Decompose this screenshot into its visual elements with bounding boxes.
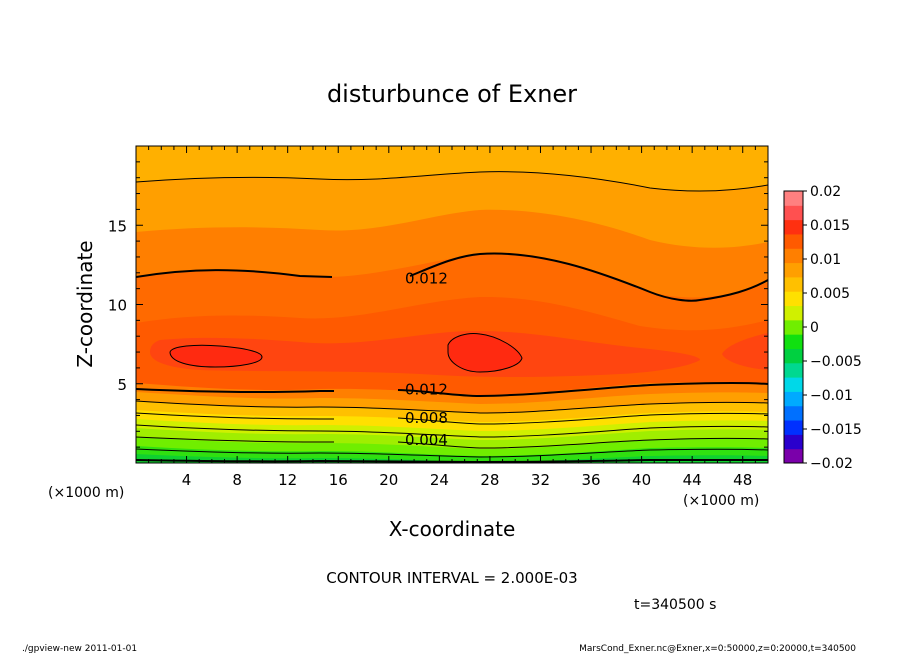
colorbar-swatch — [784, 405, 803, 421]
colorbar-tick-label: −0.015 — [810, 422, 862, 438]
contour-0.002-line — [136, 448, 768, 458]
y-axis: 5 10 15 — [108, 161, 768, 448]
contour-0.011-line — [136, 400, 768, 414]
colorbar-swatch — [784, 191, 803, 206]
chart-title: disturbunce of Exner — [327, 80, 577, 108]
colorbar-swatch — [784, 434, 803, 450]
x-tick-label: 20 — [379, 471, 398, 489]
colorbar-swatch — [784, 420, 803, 435]
x-unit-label: (×1000 m) — [683, 493, 759, 509]
max-left — [170, 345, 262, 367]
contour-0.006-line — [136, 424, 768, 438]
contour-label: 0.008 — [405, 409, 448, 427]
y-tick-label: 5 — [117, 376, 127, 394]
contour-0.000-line — [136, 458, 768, 463]
colorbar-swatch — [784, 291, 803, 307]
band-0.015 — [150, 330, 700, 377]
colorbar-tick-label: −0.005 — [810, 354, 862, 370]
band-0.015-right — [722, 333, 768, 370]
x-axis-title: X-coordinate — [389, 517, 516, 541]
footer-left: ./gpview-new 2011-01-01 — [22, 644, 137, 654]
contour-interval-text: CONTOUR INTERVAL = 2.000E-03 — [326, 569, 577, 587]
contour-0.010-line — [136, 171, 768, 192]
y-tick-label: 10 — [108, 297, 127, 315]
colorbar: 0.02 0.015 0.01 0.005 0 −0.005 −0.01 −0.015 −0.0… — [783, 184, 862, 472]
y-tick-label: 15 — [108, 217, 127, 235]
x-tick-label: 28 — [480, 471, 499, 489]
colorbar-swatch — [784, 219, 803, 235]
colorbar-swatch — [784, 377, 803, 392]
colorbar-swatch — [784, 391, 803, 407]
time-label: t=340500 s — [634, 597, 716, 613]
contour-field — [136, 146, 768, 463]
x-tick-label: 4 — [182, 471, 192, 489]
contour-0.004-line — [136, 436, 768, 449]
colorbar-swatch — [784, 262, 803, 278]
x-tick-label: 32 — [531, 471, 550, 489]
colorbar-swatch — [784, 348, 803, 364]
colorbar-tick-label: −0.01 — [810, 388, 853, 404]
colorbar-swatch — [784, 448, 803, 464]
contour-0.012-line-lower — [136, 381, 768, 398]
contour-labels: 0.012 0.012 0.008 0.004 — [405, 270, 448, 450]
colorbar-swatch — [784, 233, 803, 249]
x-tick-label: 48 — [733, 471, 752, 489]
contour-label: 0.004 — [405, 431, 448, 449]
x-tick-label: 16 — [329, 471, 348, 489]
colorbar-tick-label: −0.02 — [810, 456, 853, 472]
x-tick-label: 8 — [232, 471, 242, 489]
colorbar-swatch — [784, 248, 803, 264]
colorbar-tick-label: 0.015 — [810, 218, 850, 234]
colorbar-tick-label: 0.02 — [810, 184, 841, 200]
colorbar-swatch — [784, 334, 803, 349]
y-unit-label: (×1000 m) — [48, 485, 124, 501]
contour-0.008-line — [136, 412, 768, 425]
contour-0.012-line-upper — [136, 252, 768, 302]
colorbar-swatch — [784, 305, 803, 321]
contour-lines — [136, 171, 768, 463]
max-center-line — [447, 333, 523, 373]
max-left-line — [169, 344, 263, 368]
y-axis-title: Z-coordinate — [73, 240, 97, 367]
x-tick-label: 40 — [632, 471, 651, 489]
x-tick-label: 12 — [278, 471, 297, 489]
colorbar-tick-label: 0.005 — [810, 286, 850, 302]
max-center — [448, 333, 522, 372]
x-axis: 4 8 12 16 20 24 28 32 36 40 44 48 — [148, 146, 756, 489]
colorbar-swatch — [784, 205, 803, 221]
footer-right: MarsCond_Exner.nc@Exner,x=0:50000,z=0:20… — [579, 644, 856, 654]
colorbar-tick-label: 0 — [810, 320, 819, 336]
colorbar-tick-label: 0.01 — [810, 252, 841, 268]
x-tick-label: 36 — [581, 471, 600, 489]
colorbar-swatch — [784, 362, 803, 378]
x-tick-label: 24 — [430, 471, 449, 489]
x-tick-label: 44 — [683, 471, 702, 489]
colorbar-swatch — [784, 319, 803, 335]
contour-label: 0.012 — [405, 381, 448, 399]
contour-label: 0.012 — [405, 270, 448, 288]
colorbar-swatch — [784, 276, 803, 292]
